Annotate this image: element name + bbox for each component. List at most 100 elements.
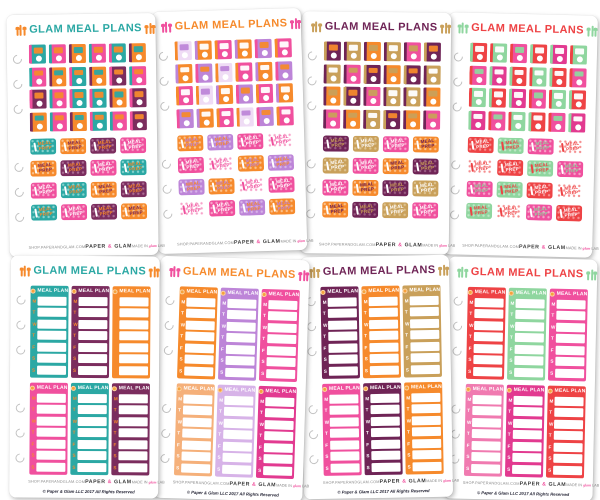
fork-icon — [272, 202, 277, 212]
prep-line2: PREP — [563, 211, 578, 218]
tracker-day-row: T — [114, 308, 149, 319]
tracker-write-cell — [77, 428, 107, 438]
tracker-day-row: S — [366, 450, 401, 461]
plate-icon — [466, 386, 472, 392]
tracker-write-cell — [183, 394, 213, 405]
spoon-icon — [316, 268, 319, 278]
tracker-day-row: M — [181, 296, 216, 308]
book-bowl-icon — [135, 76, 142, 83]
plate-icon — [30, 385, 36, 391]
tracker-day-row: S — [507, 452, 542, 463]
tracker-write-cell — [471, 463, 501, 474]
tracker-write-cell — [77, 451, 107, 461]
tracker-write-cell — [266, 357, 296, 368]
tracker-write-cell — [78, 308, 108, 318]
utensils-icon — [20, 265, 30, 277]
book-title-block — [553, 92, 564, 99]
tracker-day-row: F — [114, 342, 149, 353]
meal-plan-book-sticker — [253, 38, 272, 59]
tracker-write-cell — [473, 332, 503, 342]
tracker-title: MEAL PLAN — [327, 288, 359, 295]
meal-prep-label-sticker: MEAL PREP — [466, 180, 493, 198]
tracker-day-row: S — [468, 366, 503, 377]
book-title-block — [573, 93, 584, 100]
tracker-write-cell — [37, 353, 67, 364]
tracker-day-row: T — [73, 404, 107, 415]
knife-icon — [165, 21, 168, 33]
fork-icon — [386, 161, 390, 171]
book-title-block — [53, 47, 63, 53]
fork-icon — [415, 205, 419, 216]
tracker-day-row: T — [467, 428, 501, 439]
tracker-day-row: F — [72, 439, 107, 450]
made-in-text: MADE IN glam LAB — [566, 246, 599, 251]
book-bowl-icon — [330, 75, 337, 82]
book-bowl-icon — [554, 123, 561, 130]
prep-label-text: MEAL PREP — [360, 137, 375, 149]
tracker-write-cell — [264, 408, 295, 419]
meal-plan-book-sticker — [88, 88, 107, 108]
fork-icon — [441, 24, 444, 34]
tracker-write-cell — [119, 331, 149, 341]
prep-label-text: MEAL PREP — [504, 183, 519, 195]
tracker-header: MEAL PLAN — [402, 285, 440, 296]
prep-line2: PREP — [98, 143, 112, 151]
shop-url-text: SHOP.PAPERANDGLAM.COM — [177, 240, 234, 247]
meal-prep-label-sticker: MEAL PREP — [177, 134, 204, 152]
fork-icon — [33, 142, 38, 152]
book-title-block — [94, 114, 104, 120]
made-in-suffix: LAB — [301, 484, 310, 489]
tracker-day-row: T — [114, 331, 149, 342]
tracker-day-row: M — [263, 299, 298, 311]
meal-prep-label-sticker: MEAL PREP — [495, 203, 523, 221]
book-title-block — [280, 86, 290, 93]
knife-icon — [173, 265, 176, 277]
tracker-day-row: S — [407, 461, 442, 472]
binder-hole-icon — [304, 157, 318, 171]
utensils-icon — [150, 265, 159, 278]
tracker-day-row: T — [262, 333, 297, 345]
book-title-block — [515, 46, 525, 53]
meal-prep-label-sticker: MEAL PREP — [207, 133, 234, 151]
book-title-block — [533, 92, 544, 99]
tracker-write-cell — [512, 441, 542, 452]
tracker-write-cell — [515, 321, 545, 332]
tracker-write-cell — [181, 440, 212, 451]
book-title-block — [535, 47, 545, 54]
tracker-day-row: T — [259, 430, 294, 442]
book-bowl-icon — [429, 121, 436, 128]
tracker-write-cell — [118, 405, 148, 415]
binder-hole-icon — [305, 345, 319, 358]
plate-icon — [220, 290, 227, 296]
meal-prep-label-sticker: MEAL PREP — [60, 203, 88, 221]
sheet-footer: SHOP.PAPERANDGLAM.COM PAPER & GLAM MADE IN… — [29, 243, 165, 251]
tracker-write-cell — [37, 342, 67, 352]
prep-label-text: MEAL PREP — [38, 184, 53, 196]
tracker-day-row: W — [407, 415, 441, 426]
tracker-write-cell — [556, 322, 586, 333]
prep-line2: PREP — [38, 210, 53, 218]
knife-icon — [590, 268, 593, 280]
meal-plan-book-sticker — [108, 65, 126, 86]
meal-plan-tracker-sticker: MEAL PLAN M T W T F S S — [217, 287, 259, 381]
tracker-day-row: T — [73, 307, 108, 318]
page-title: GLAM MEAL PLANS — [322, 263, 436, 278]
tracker-write-cell — [409, 307, 439, 317]
binder-hole-icon — [158, 452, 172, 465]
tracker-day-row: T — [510, 309, 545, 320]
fork-icon — [240, 137, 245, 147]
tracker-day-row: M — [508, 395, 543, 406]
tracker-write-cell — [474, 297, 504, 308]
tracker-write-cell — [329, 416, 359, 427]
tracker-day-row: F — [218, 441, 253, 453]
made-in-suffix: LAB — [306, 238, 314, 243]
prep-line2: PREP — [246, 205, 261, 213]
prep-label-text: MEAL PREP — [564, 163, 579, 175]
made-in-text: MADE IN glam LAB — [426, 479, 459, 484]
binder-hole-icon — [307, 453, 321, 466]
tracker-header: MEAL PLAN — [30, 286, 69, 296]
tracker-write-cell — [411, 392, 441, 403]
binder-hole-icon — [451, 294, 465, 308]
book-bowl-icon — [474, 121, 481, 128]
book-bowl-icon — [35, 78, 42, 85]
